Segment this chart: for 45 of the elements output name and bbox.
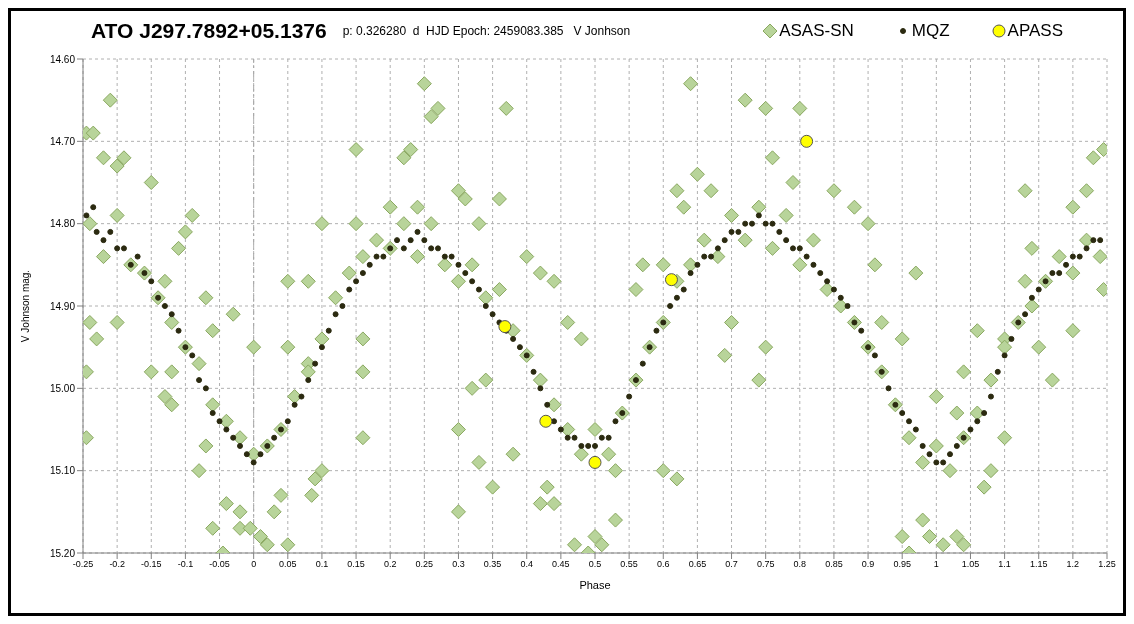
x-tick-label: -0.2 xyxy=(109,559,125,570)
x-tick-label: 0.35 xyxy=(483,559,502,570)
legend-label: MQZ xyxy=(911,21,950,41)
y-axis-title: V Johnson mag. xyxy=(19,269,31,343)
x-tick-label: 1.1 xyxy=(998,559,1011,570)
x-tick-label: 0.15 xyxy=(347,559,365,570)
chart-subtitle: p: 0.326280 d HJD Epoch: 2459083.385 V Jonhson xyxy=(342,24,631,38)
x-tick-label: 0.5 xyxy=(588,559,602,570)
y-tick-label: 15.20 xyxy=(49,547,76,559)
x-tick-label: 0.65 xyxy=(688,559,707,570)
x-tick-label: 0.4 xyxy=(520,559,533,570)
x-tick-label: 0.2 xyxy=(383,559,397,570)
x-tick-label: 0.45 xyxy=(552,559,570,570)
x-tick-label: 0 xyxy=(251,559,257,570)
chart-title: ATO J297.7892+05.1376 xyxy=(91,19,327,43)
x-tick-label: -0.1 xyxy=(177,559,194,570)
y-tick-label: 14.70 xyxy=(49,135,76,147)
x-tick-label: -0.15 xyxy=(141,559,162,570)
x-tick-label: -0.25 xyxy=(72,559,94,570)
x-tick-label: 0.25 xyxy=(415,559,434,570)
y-tick-label: 15.00 xyxy=(49,382,76,394)
legend-label: ASAS-SN xyxy=(779,21,854,41)
y-tick-label: 15.10 xyxy=(49,465,76,477)
legend-label: APASS xyxy=(1007,21,1063,41)
x-tick-label: 0.6 xyxy=(657,559,670,570)
x-tick-label: 1.15 xyxy=(1029,559,1048,570)
x-tick-label: 0.85 xyxy=(825,559,843,570)
x-tick-label: 1.05 xyxy=(961,559,980,570)
x-tick-label: 0.55 xyxy=(620,559,638,570)
x-tick-label: 0.8 xyxy=(793,559,807,570)
x-tick-label: 0.05 xyxy=(279,559,297,570)
x-tick-label: 1.2 xyxy=(1066,559,1080,570)
x-tick-label: 1.25 xyxy=(1098,559,1116,570)
x-tick-label: 0.95 xyxy=(893,559,911,570)
x-tick-label: 0.3 xyxy=(452,559,465,570)
y-tick-label: 14.80 xyxy=(49,218,76,230)
x-tick-label: 0.1 xyxy=(315,559,329,570)
x-tick-label: 0.7 xyxy=(725,559,738,570)
x-axis-title: Phase xyxy=(579,579,611,591)
y-tick-label: 14.60 xyxy=(49,53,76,65)
x-tick-label: -0.05 xyxy=(209,559,230,570)
x-tick-label: 0.9 xyxy=(861,559,875,570)
x-tick-label: 1 xyxy=(933,559,939,570)
x-tick-label: 0.75 xyxy=(756,559,775,570)
y-tick-label: 14.90 xyxy=(49,300,76,312)
